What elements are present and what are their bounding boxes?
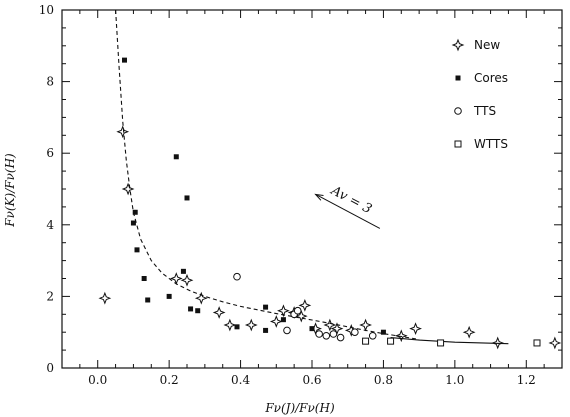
- plot-border: [61, 9, 563, 369]
- point-new: [121, 182, 135, 196]
- y-tick-label: 10: [39, 3, 54, 17]
- point-new: [269, 315, 283, 328]
- model-curves: [115, 9, 509, 345]
- point-new: [462, 325, 476, 339]
- point-new: [394, 329, 408, 343]
- point-cores: [234, 324, 240, 330]
- point-new: [359, 318, 372, 332]
- point-cores: [141, 276, 147, 281]
- legend-label-wtts: WTTS: [474, 137, 508, 151]
- point-cores: [166, 293, 172, 299]
- point-new: [409, 322, 422, 335]
- point-new: [169, 272, 183, 285]
- point-tts: [322, 331, 331, 340]
- point-cores: [134, 247, 140, 253]
- reddening-arrow-shaft: [315, 193, 381, 229]
- y-tick-label: 4: [46, 218, 54, 232]
- reddening-arrow-head: [314, 193, 324, 201]
- point-cores: [184, 195, 190, 201]
- point-cores: [132, 209, 138, 215]
- point-cores: [380, 329, 386, 335]
- point-wtts: [533, 339, 541, 347]
- point-new: [98, 291, 112, 305]
- point-cores: [130, 220, 136, 226]
- point-tts: [315, 330, 323, 338]
- point-tts: [283, 326, 291, 335]
- point-new: [116, 125, 130, 139]
- y-tick-label: 6: [46, 146, 54, 160]
- point-cores: [180, 268, 186, 274]
- x-tick-label: 0.0: [88, 373, 107, 387]
- point-wtts: [387, 337, 395, 345]
- point-new: [180, 273, 194, 287]
- point-new: [323, 318, 337, 332]
- y-axis-ticks: 0 2 4 6 8 10: [39, 3, 562, 375]
- x-tick-label: 0.6: [302, 373, 321, 387]
- point-tts: [233, 272, 241, 281]
- x-tick-label: 0.8: [374, 373, 393, 387]
- point-new: [223, 318, 237, 332]
- x-tick-label: 1.0: [445, 373, 464, 387]
- point-new: [277, 304, 290, 318]
- point-tts: [293, 306, 302, 315]
- y-tick-label: 2: [46, 289, 54, 303]
- point-cores: [263, 327, 269, 333]
- legend-marker-cores: [455, 75, 461, 81]
- point-new: [294, 309, 308, 323]
- point-cores: [263, 304, 269, 310]
- point-new: [548, 336, 562, 350]
- point-cores: [188, 306, 194, 312]
- reddening-label: Av = 3: [328, 183, 374, 217]
- y-tick-label: 0: [46, 361, 54, 375]
- point-new: [244, 318, 258, 332]
- point-new: [212, 306, 226, 319]
- x-tick-label: 0.2: [160, 373, 179, 387]
- y-tick-label: 8: [46, 75, 54, 89]
- legend-label-new: New: [474, 38, 500, 52]
- point-cores: [309, 326, 315, 332]
- x-tick-label: 1.2: [517, 373, 536, 387]
- point-new: [194, 291, 208, 305]
- point-tts: [336, 333, 345, 342]
- point-tts: [329, 330, 338, 338]
- x-tick-label: 0.4: [231, 373, 250, 387]
- plot-frame: [61, 9, 563, 369]
- x-axis-ticks: 0.0 0.2 0.4 0.6 0.8 1.0 1.2: [61, 10, 563, 387]
- legend: New Cores TTS WTTS: [451, 38, 508, 151]
- point-wtts: [362, 337, 370, 345]
- point-new: [298, 298, 312, 312]
- legend-label-tts: TTS: [473, 104, 496, 118]
- point-cores: [173, 154, 179, 160]
- legend-marker-new: [451, 38, 465, 52]
- point-wtts: [437, 339, 445, 347]
- point-cores: [280, 317, 286, 323]
- point-cores: [195, 308, 201, 314]
- point-cores: [122, 57, 127, 63]
- point-tts: [351, 328, 359, 337]
- reddening-vector: Av = 3: [314, 183, 381, 229]
- solid-curve: [390, 337, 509, 345]
- legend-marker-wtts: [454, 140, 462, 148]
- point-tts: [368, 331, 377, 340]
- dashed-curve: [115, 9, 420, 340]
- y-axis-title: Fν(K)/Fν(H): [3, 153, 17, 228]
- data-points: [98, 57, 562, 350]
- x-axis-title: Fν(J)/Fν(H): [264, 401, 335, 415]
- legend-marker-tts: [454, 107, 462, 115]
- point-new: [491, 336, 505, 350]
- point-cores: [145, 297, 151, 303]
- legend-label-cores: Cores: [474, 71, 508, 85]
